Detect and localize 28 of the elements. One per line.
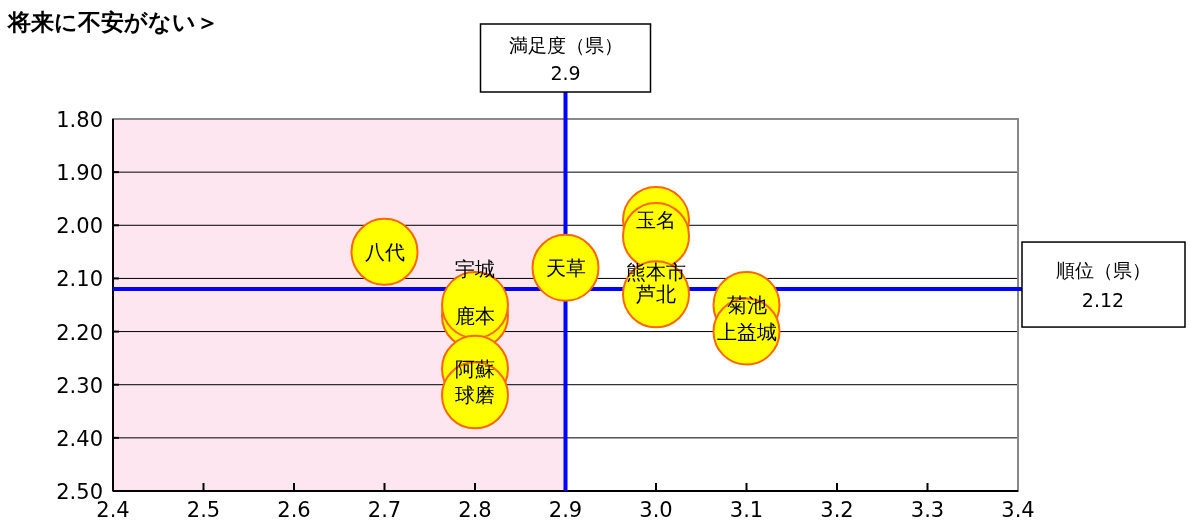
x-tick-label: 2.6 [277,498,311,522]
x-tick-label: 3.1 [729,498,764,522]
annotation: 八代 [364,239,405,264]
annotation: 阿蘇 [455,356,495,381]
annotation: 芦北 [636,282,676,307]
x-tick-label: 2.8 [458,498,492,522]
annotation: 天草 [545,255,586,280]
y-tick-label: 2.40 [56,426,103,451]
ref-line-label: 順位（県） 2.12 [1055,259,1151,312]
x-tick-label: 3.3 [910,498,945,522]
x-tick-label: 2.7 [367,498,402,522]
y-tick-label: 1.90 [56,161,103,186]
x-tick-label: 3.4 [1001,498,1035,522]
x-tick-label: 3.2 [820,498,854,522]
x-tick-label: 3.0 [639,498,673,522]
annotation: 球磨 [455,383,495,408]
chart-title: 将来に不安がない＞ [7,9,219,35]
x-tick-label: 2.5 [186,498,221,522]
ref-line-label: 満足度（県） 2.9 [508,34,623,84]
y-tick-label: 2.10 [56,267,103,292]
annotation: 上益城 [716,319,777,344]
y-tick-label: 2.00 [56,214,103,239]
x-tick-label: 2.9 [548,498,583,522]
annotation: 玉名 [636,207,676,232]
annotation: 菊池 [726,293,767,317]
y-tick-label: 2.30 [56,373,103,398]
y-tick-label: 1.80 [56,108,103,132]
y-tick-label: 2.20 [56,320,103,345]
